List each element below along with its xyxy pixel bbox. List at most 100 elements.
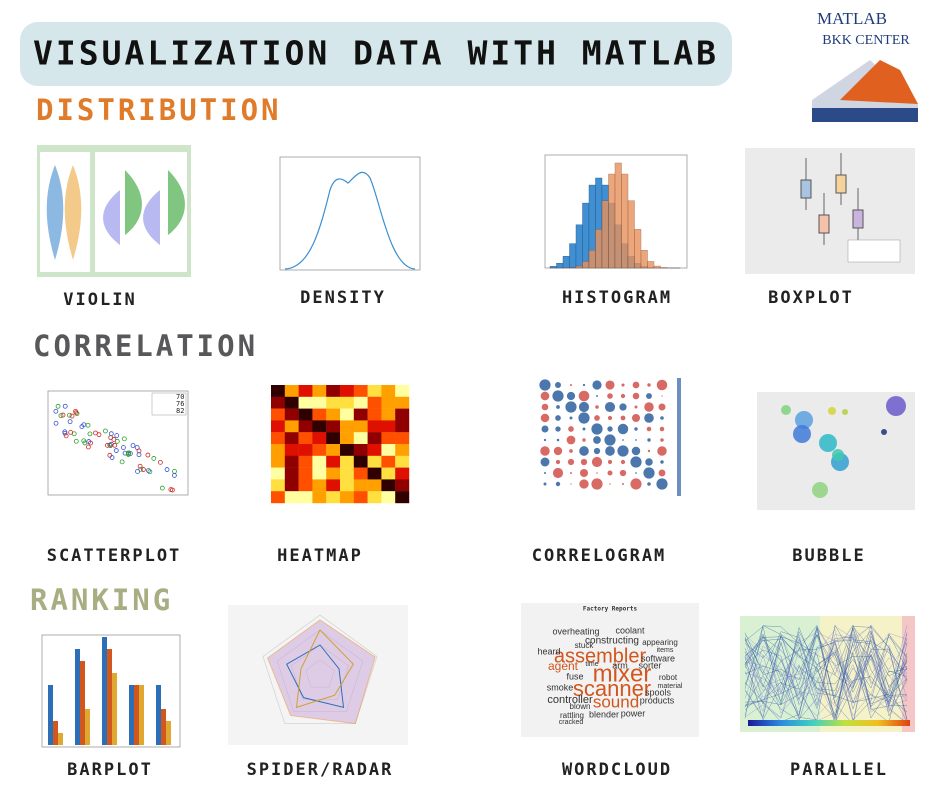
heat-cell	[367, 408, 382, 421]
heat-cell	[381, 408, 396, 421]
hist-bar	[614, 162, 622, 269]
legend-box	[151, 392, 187, 416]
parallel-line	[744, 631, 908, 713]
corr-circle	[593, 447, 601, 455]
corr-circle	[658, 469, 666, 477]
scatter-point	[168, 487, 174, 492]
corr-circle	[646, 393, 652, 399]
scatter-point	[111, 437, 117, 442]
item-label: WORDCLOUD	[562, 760, 672, 780]
density-curve	[284, 171, 416, 270]
word: robot	[659, 673, 678, 682]
corr-circle	[543, 482, 547, 486]
scatter-point	[140, 467, 146, 472]
word: heard	[537, 646, 560, 656]
scatter-point	[158, 459, 163, 465]
heat-cell	[284, 396, 299, 409]
heat-cell	[381, 479, 396, 492]
word: constructing	[585, 636, 639, 647]
hist-bar	[582, 202, 590, 269]
heat-cell	[298, 385, 313, 397]
heat-cell	[326, 408, 341, 421]
corr-circle	[647, 438, 651, 442]
bar	[166, 721, 171, 745]
violin-shape	[46, 165, 64, 260]
corr-circle	[565, 401, 577, 413]
word: appearing	[642, 638, 678, 647]
heat-cell	[395, 467, 410, 480]
corr-circle	[630, 478, 642, 490]
corr-circle	[659, 426, 665, 432]
parallel-line	[744, 642, 908, 710]
parallel-line	[744, 633, 908, 722]
heat-cell	[340, 420, 354, 433]
corr-circle	[579, 446, 589, 456]
heat-cell	[340, 408, 354, 421]
heat-cell	[284, 420, 299, 433]
parallel-line	[744, 639, 908, 675]
heat-cell	[340, 432, 354, 445]
scatter-point	[67, 419, 73, 425]
heat-cell	[326, 491, 341, 504]
corr-circle	[579, 468, 589, 478]
corr-circle	[660, 460, 664, 464]
heat-cell	[298, 396, 313, 409]
heat-cell	[326, 396, 341, 409]
half-violin	[143, 190, 160, 245]
hist-bar	[601, 200, 609, 269]
heat-cell	[271, 444, 285, 456]
corr-circle	[596, 395, 598, 397]
heat-cell	[326, 444, 341, 456]
heat-cell	[340, 444, 354, 456]
bar	[139, 685, 144, 745]
word: time	[585, 661, 598, 668]
corr-circle	[660, 438, 664, 442]
heat-cell	[326, 385, 341, 397]
corr-circle	[657, 446, 667, 456]
heat-cell	[367, 491, 382, 504]
word: stuck	[575, 641, 595, 650]
scatter-point	[53, 408, 59, 414]
heat-cell	[353, 432, 368, 445]
heat-cell	[312, 467, 327, 480]
heat-cell	[312, 444, 327, 456]
heat-cell	[353, 467, 368, 480]
heat-cell	[340, 467, 354, 480]
bar	[48, 685, 53, 745]
word: blender	[589, 709, 619, 719]
word: coolant	[615, 625, 645, 635]
heat-cell	[395, 444, 410, 456]
heat-cell	[312, 385, 327, 397]
heat-cell	[381, 420, 396, 433]
hist-bar	[569, 243, 577, 269]
bubble	[832, 449, 844, 461]
bar	[58, 733, 63, 745]
corr-circle	[620, 459, 626, 465]
scatter-point	[58, 413, 64, 419]
box	[818, 214, 830, 234]
corr-circle	[591, 478, 603, 490]
heat-cell	[271, 396, 285, 409]
radar-area	[286, 644, 345, 709]
heat-cell	[395, 479, 410, 492]
item-label: SCATTERPLOT	[47, 546, 182, 566]
parallel-line	[744, 626, 908, 721]
item-label: HEATMAP	[277, 546, 363, 566]
hist-bar	[582, 261, 590, 269]
parallel-line	[744, 636, 908, 716]
scatter-point	[55, 403, 61, 409]
section-title: CORRELATION	[33, 329, 258, 363]
bar	[102, 637, 107, 745]
corr-circle	[617, 423, 629, 435]
hist-bar	[595, 229, 603, 269]
heat-cell	[367, 396, 382, 409]
heat-cell	[298, 420, 313, 433]
scatter-point	[119, 459, 125, 465]
heat-cell	[367, 432, 382, 445]
corr-circle	[658, 403, 666, 411]
scatter-point	[126, 452, 131, 457]
color-bar	[677, 378, 681, 496]
heat-cell	[312, 396, 327, 409]
heat-cell	[353, 455, 368, 468]
word: arm	[612, 660, 628, 670]
